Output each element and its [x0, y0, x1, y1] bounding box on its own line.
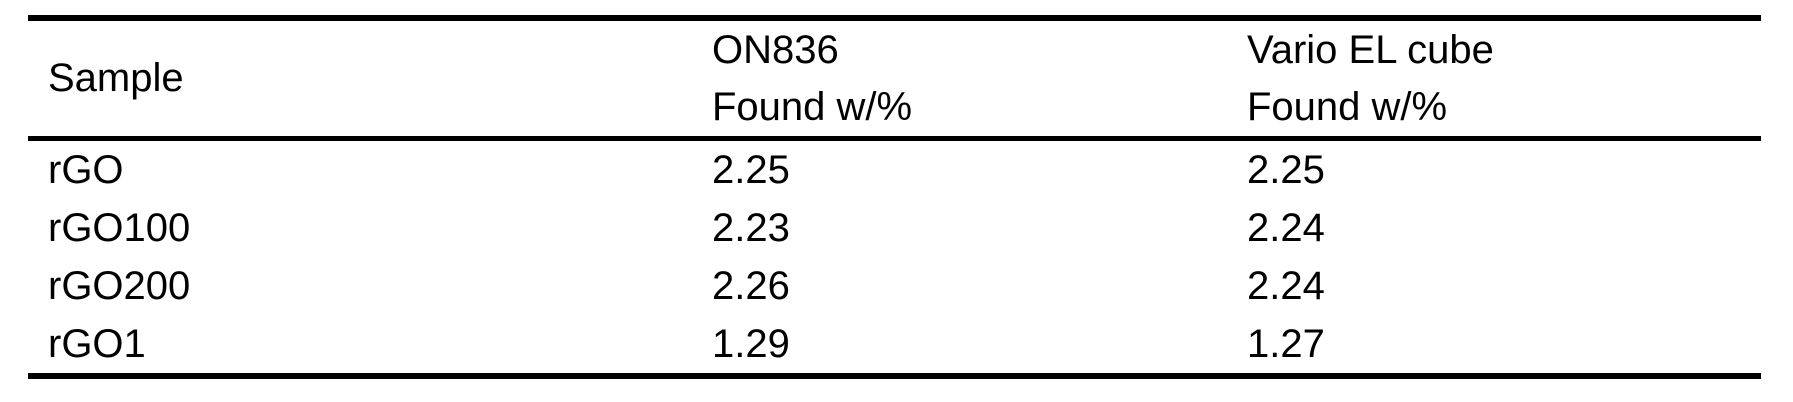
header-row: Sample ON836 Found w/% Vario EL cube Fou… — [28, 18, 1761, 139]
on836-value-cell: 2.25 — [712, 148, 790, 192]
header-on836-found-label: Found w/% — [712, 84, 913, 129]
vario-value-cell: 2.24 — [1247, 264, 1325, 308]
header-cell-on836: ON836 Found w/% — [712, 18, 1247, 139]
header-vario-found-label: Found w/% — [1247, 84, 1448, 129]
vario-value-cell: 2.24 — [1247, 206, 1325, 250]
vario-value-cell: 2.25 — [1247, 148, 1325, 192]
table-row: rGO100 2.23 2.24 — [28, 199, 1761, 257]
header-sample-label: Sample — [48, 56, 184, 100]
on836-value-cell: 2.23 — [712, 206, 790, 250]
header-on836-instrument-label: ON836 — [712, 27, 839, 72]
elemental-analysis-table: Sample ON836 Found w/% Vario EL cube Fou… — [28, 15, 1761, 379]
vario-value-cell: 1.27 — [1247, 322, 1325, 366]
table-row: rGO 2.25 2.25 — [28, 139, 1761, 200]
on836-value-cell: 1.29 — [712, 322, 790, 366]
header-vario-instrument-label: Vario EL cube — [1247, 27, 1494, 72]
header-cell-sample: Sample — [28, 18, 712, 139]
on836-value-cell: 2.26 — [712, 264, 790, 308]
table-row: rGO1 1.29 1.27 — [28, 315, 1761, 376]
sample-name-cell: rGO — [48, 148, 124, 192]
sample-name-cell: rGO1 — [48, 322, 146, 366]
sample-name-cell: rGO200 — [48, 264, 191, 308]
header-cell-vario-el-cube: Vario EL cube Found w/% — [1247, 18, 1761, 139]
table-body: rGO 2.25 2.25 rGO100 2.23 2.24 rGO200 2.… — [28, 139, 1761, 377]
table-header: Sample ON836 Found w/% Vario EL cube Fou… — [28, 18, 1761, 139]
sample-name-cell: rGO100 — [48, 206, 191, 250]
table-row: rGO200 2.26 2.24 — [28, 257, 1761, 315]
